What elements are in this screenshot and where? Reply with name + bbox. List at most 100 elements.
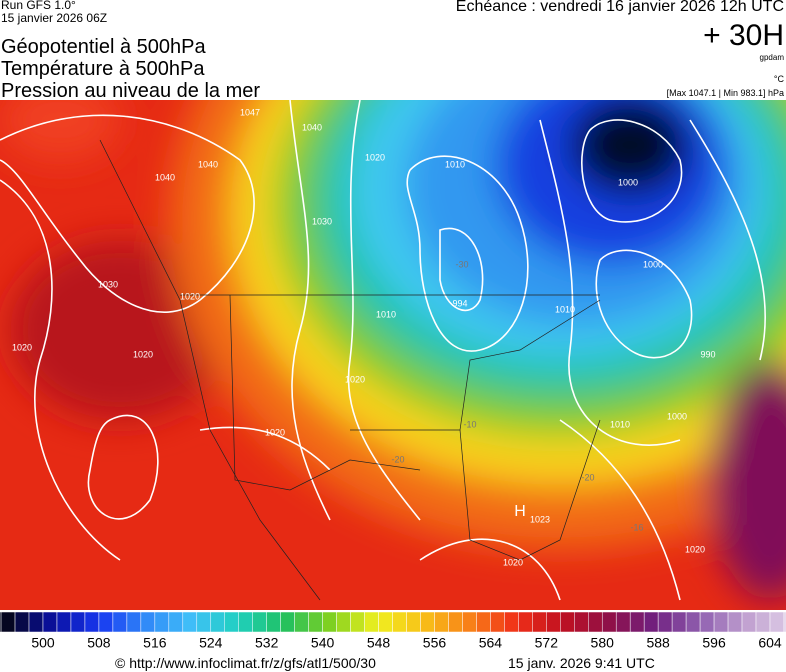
colorbar-swatch — [210, 611, 225, 633]
isotherm-label: -16 — [630, 522, 643, 532]
colorbar-swatch — [84, 611, 100, 633]
colorbar-swatch — [392, 611, 407, 633]
isobar-label: 1020 — [133, 349, 153, 359]
lead-time: + 30H — [703, 19, 784, 52]
isobar-label: 1000 — [643, 259, 663, 269]
high-pressure-label: H — [514, 503, 526, 520]
colorbar-swatch — [14, 611, 30, 633]
isobar-label: 1000 — [667, 411, 687, 421]
run-label: Run GFS 1.0° — [1, 0, 76, 12]
colorbar-swatch — [238, 611, 253, 633]
colorbar-swatch — [28, 611, 44, 633]
colorbar-label: 564 — [479, 635, 503, 651]
colorbar-swatch — [741, 611, 757, 633]
colorbar-swatch — [224, 611, 239, 633]
colorbar-swatch — [266, 611, 281, 633]
timestamp: 15 janv. 2026 9:41 UTC — [508, 655, 655, 671]
isobar-label: 1000 — [618, 177, 638, 187]
colorbar-swatch — [629, 611, 645, 633]
colorbar-label: 580 — [591, 635, 615, 651]
colorbar-swatch — [755, 611, 771, 633]
colorbar-swatch — [727, 611, 743, 633]
colorbar-swatch — [504, 611, 519, 633]
isobar-label: 1020 — [265, 427, 285, 437]
isobar-label: 1020 — [503, 557, 523, 567]
isobars — [0, 100, 767, 601]
colorbar-label: 500 — [31, 635, 55, 651]
colorbar-swatch — [308, 611, 323, 633]
colorbar-swatch — [350, 611, 365, 633]
isobar-label: 1040 — [302, 122, 322, 132]
colorbar-swatch — [657, 611, 673, 633]
title: Géopotentiel à 500hPa — [1, 36, 206, 58]
colorbar-swatch — [560, 611, 575, 633]
colorbar-swatch — [280, 611, 295, 633]
colorbar-label: 548 — [367, 635, 391, 651]
isobar-label: 1010 — [610, 419, 630, 429]
colorbar-swatch — [532, 611, 547, 633]
colorbar-swatch — [196, 611, 212, 633]
colorbar-swatch — [783, 611, 786, 633]
colorbar-swatch — [434, 611, 449, 633]
isobar-label: 1040 — [198, 159, 218, 169]
run-date: 15 janvier 2026 06Z — [1, 11, 108, 25]
colorbar-swatch — [476, 611, 491, 633]
isobar-label: 1010 — [445, 159, 465, 169]
unit-temp: °C — [773, 74, 784, 84]
unit-geo: gpdam — [759, 53, 784, 62]
isobar-label: 1020 — [685, 544, 705, 554]
colorbar-swatch — [322, 611, 337, 633]
isotherm-label: -20 — [581, 472, 594, 482]
colorbar-swatch — [588, 611, 603, 633]
forecast-time: Echéance : vendredi 16 janvier 2026 12h … — [455, 0, 784, 15]
colorbar-swatch — [448, 611, 463, 633]
colorbar-swatch — [420, 611, 435, 633]
colorbar-swatch — [70, 611, 86, 633]
isotherm-label: -20 — [391, 454, 404, 464]
colorbar-swatch — [252, 611, 267, 633]
isobar-label: 1040 — [155, 172, 175, 182]
colorbar-label: 524 — [199, 635, 223, 651]
colorbar-label: 532 — [255, 635, 279, 651]
colorbar-swatch — [140, 611, 156, 633]
colorbar-label: 508 — [87, 635, 111, 651]
colorbar-swatch — [601, 611, 617, 633]
colorbar-swatch — [154, 611, 170, 633]
colorbar-swatch — [769, 611, 785, 633]
isotherm-label: -10 — [463, 419, 476, 429]
isobar-label: 1010 — [376, 309, 396, 319]
colorbar-swatch — [42, 611, 58, 633]
colorbar-swatch — [406, 611, 421, 633]
colorbar-swatch — [643, 611, 659, 633]
isobar-label: 1020 — [345, 374, 365, 384]
colorbar-label: 596 — [702, 635, 726, 651]
title: Pression au niveau de la mer — [1, 80, 261, 102]
isobar-label: 1010 — [555, 304, 575, 314]
isobar-label: 1023 — [530, 514, 550, 524]
source-url: © http://www.infoclimat.fr/z/gfs/atl1/50… — [115, 655, 376, 671]
colorbar-swatch — [462, 611, 477, 633]
colorbar-swatch — [713, 611, 729, 633]
isobar-label: 1030 — [312, 216, 332, 226]
colorbar-swatch — [518, 611, 533, 633]
colorbar-label: 572 — [535, 635, 559, 651]
colorbar-label: 540 — [311, 635, 335, 651]
isobar-label: 994 — [452, 298, 467, 308]
isobar-label: 1020 — [365, 152, 385, 162]
title: Température à 500hPa — [1, 58, 205, 80]
colorbar-swatch — [671, 611, 687, 633]
colorbar-swatch — [336, 611, 351, 633]
colorbar-swatch — [685, 611, 701, 633]
colorbar-swatch — [56, 611, 72, 633]
borders — [99, 139, 601, 601]
colorbar-swatch — [364, 611, 379, 633]
colorbar-swatch — [546, 611, 561, 633]
colorbar-swatch — [615, 611, 631, 633]
colorbar-swatch — [294, 611, 309, 633]
colorbar-label: 604 — [758, 635, 782, 651]
colorbar-swatch — [182, 611, 198, 633]
colorbar-swatch — [490, 611, 505, 633]
colorbar-swatch — [0, 611, 16, 633]
